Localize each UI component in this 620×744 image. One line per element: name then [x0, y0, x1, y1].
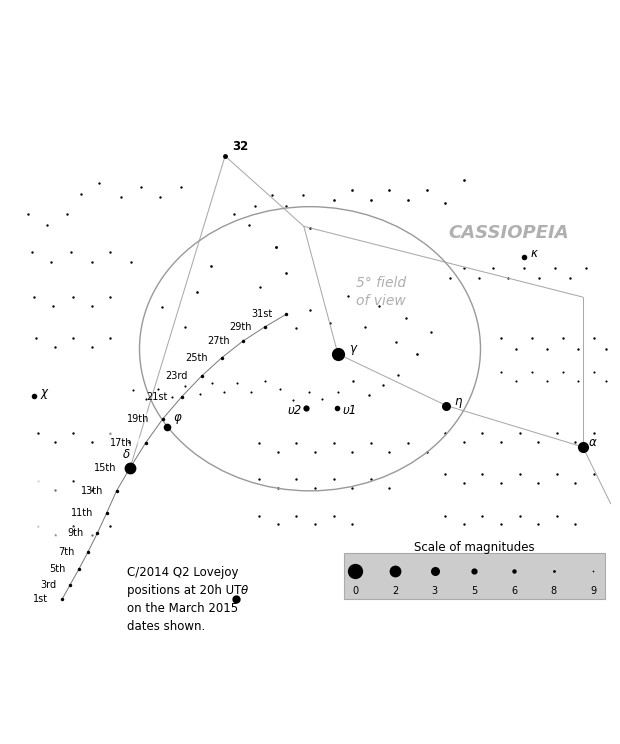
- Text: γ: γ: [349, 342, 356, 355]
- Text: Scale of magnitudes: Scale of magnitudes: [414, 541, 534, 554]
- Text: 15th: 15th: [94, 463, 117, 472]
- Text: C/2014 Q2 Lovejoy
positions at 20h UT
on the March 2015
dates shown.: C/2014 Q2 Lovejoy positions at 20h UT on…: [127, 565, 241, 632]
- Text: 23rd: 23rd: [166, 371, 188, 381]
- Text: φ: φ: [174, 411, 182, 425]
- Text: 32: 32: [232, 140, 249, 153]
- Text: θ: θ: [241, 583, 248, 597]
- Text: 13th: 13th: [81, 486, 103, 496]
- Text: 6: 6: [511, 586, 517, 596]
- Text: 29th: 29th: [229, 321, 252, 332]
- Text: 5: 5: [471, 586, 477, 596]
- Text: 9th: 9th: [68, 528, 84, 538]
- Text: 31st: 31st: [252, 310, 273, 319]
- Text: α: α: [589, 436, 596, 449]
- Text: χ: χ: [40, 385, 47, 399]
- Text: 3rd: 3rd: [40, 580, 56, 590]
- Text: 25th: 25th: [186, 353, 208, 362]
- Text: 19th: 19th: [127, 414, 149, 423]
- Text: 0: 0: [352, 586, 358, 596]
- Text: κ: κ: [530, 247, 537, 260]
- Text: 2: 2: [392, 586, 398, 596]
- Text: 1st: 1st: [33, 594, 48, 604]
- Text: 8: 8: [551, 586, 557, 596]
- Text: 3: 3: [432, 586, 438, 596]
- Text: 21st: 21st: [147, 392, 168, 402]
- Text: υ2: υ2: [287, 404, 301, 417]
- Text: δ: δ: [123, 448, 130, 461]
- Text: 5° field
of view: 5° field of view: [356, 276, 406, 308]
- Text: 17th: 17th: [110, 437, 132, 448]
- Text: η: η: [454, 395, 461, 408]
- Text: 9: 9: [590, 586, 596, 596]
- Text: 7th: 7th: [58, 547, 74, 557]
- Text: 11th: 11th: [71, 508, 93, 518]
- FancyBboxPatch shape: [344, 553, 604, 600]
- Text: υ1: υ1: [343, 404, 357, 417]
- Text: CASSIOPEIA: CASSIOPEIA: [448, 223, 569, 242]
- Text: 27th: 27th: [207, 336, 229, 346]
- Text: 5th: 5th: [49, 565, 65, 574]
